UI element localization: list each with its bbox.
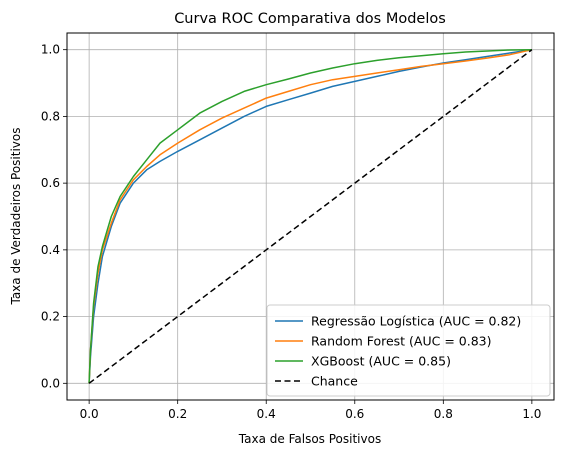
x-axis-label: Taxa de Falsos Positivos (238, 432, 381, 446)
x-tick-label: 0.8 (434, 407, 453, 421)
legend-box (266, 304, 551, 397)
y-tick-label: 0.8 (41, 109, 60, 123)
chart-title: Curva ROC Comparativa dos Modelos (174, 11, 446, 27)
y-tick-label: 0.0 (41, 376, 60, 390)
series-line-3 (88, 49, 533, 384)
plot-series (88, 48, 533, 384)
axis-ticks: 0.0 0.2 0.4 0.6 0.8 1.0 0.0 0.2 0.4 0.6 0.8 1.0 (41, 43, 542, 421)
y-tick-label: 0.6 (41, 176, 60, 190)
series-line-1 (88, 48, 533, 384)
y-tick-label: 0.2 (41, 310, 60, 324)
y-tick-label: 0.4 (41, 243, 60, 257)
legend-entry-1: Random Forest (AUC = 0.83) (311, 334, 492, 349)
legend-entry-3: Chance (311, 374, 358, 389)
grid (67, 33, 554, 400)
x-tick-label: 1.0 (522, 407, 541, 421)
legend: Regressão Logística (AUC = 0.82) Random F… (266, 304, 551, 397)
y-axis-label: Taxa de Verdadeiros Positivos (9, 127, 23, 305)
y-tick-label: 1.0 (41, 43, 60, 57)
x-tick-label: 0.6 (345, 407, 364, 421)
legend-entry-2: XGBoost (AUC = 0.85) (311, 354, 451, 369)
x-tick-label: 0.2 (168, 407, 187, 421)
x-tick-label: 0.4 (257, 407, 276, 421)
x-tick-label: 0.0 (80, 407, 99, 421)
legend-entry-0: Regressão Logística (AUC = 0.82) (311, 314, 521, 329)
series-line-2 (88, 48, 532, 384)
plot-frame (66, 32, 555, 401)
